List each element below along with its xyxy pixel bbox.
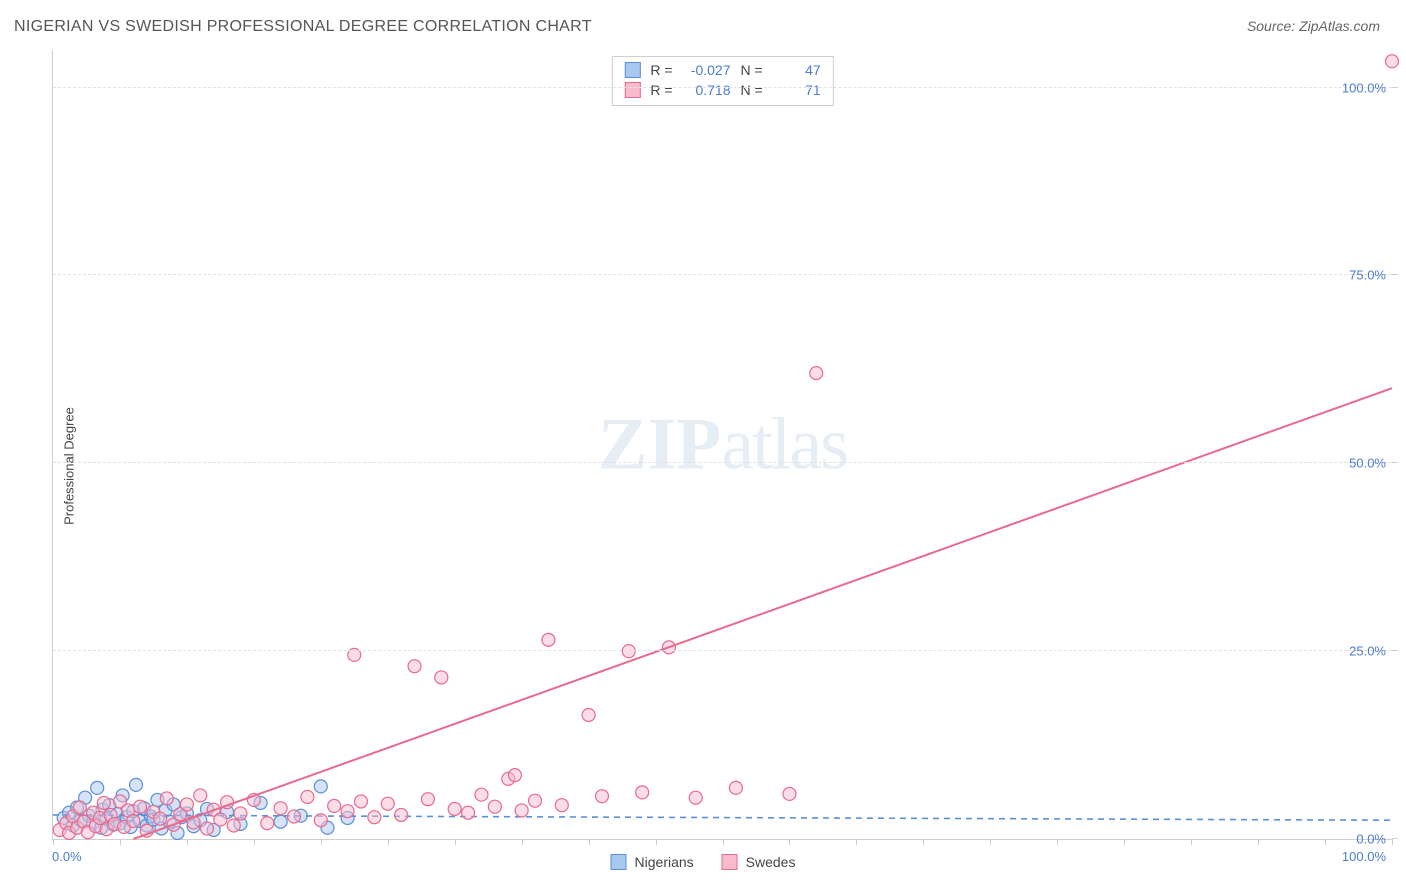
data-point-swedes — [227, 819, 240, 832]
data-point-swedes — [395, 808, 408, 821]
legend-item-swedes: Swedes — [722, 854, 796, 870]
data-point-swedes — [582, 709, 595, 722]
data-point-swedes — [783, 787, 796, 800]
x-axis-tick-mark — [789, 839, 790, 845]
data-point-swedes — [435, 671, 448, 684]
data-point-swedes — [729, 781, 742, 794]
x-axis-tick-min: 0.0% — [52, 849, 82, 864]
gridline — [53, 462, 1392, 463]
data-point-swedes — [261, 817, 274, 830]
data-point-swedes — [301, 790, 314, 803]
y-axis-tick-label: 0.0% — [1356, 832, 1386, 847]
y-axis-tick-mark — [1392, 274, 1398, 275]
data-point-swedes — [354, 795, 367, 808]
x-axis-tick-mark — [1191, 839, 1192, 845]
data-point-swedes — [1386, 55, 1399, 68]
x-axis-tick-mark — [990, 839, 991, 845]
chart-title: NIGERIAN VS SWEDISH PROFESSIONAL DEGREE … — [14, 18, 592, 36]
x-axis-tick-mark — [1124, 839, 1125, 845]
x-axis-tick-mark — [455, 839, 456, 845]
legend-label-nigerians: Nigerians — [635, 854, 694, 870]
gridline — [53, 650, 1392, 651]
data-point-swedes — [180, 798, 193, 811]
x-axis-tick-mark — [53, 839, 54, 845]
data-point-swedes — [555, 799, 568, 812]
data-point-swedes — [421, 793, 434, 806]
x-axis-tick-mark — [120, 839, 121, 845]
y-axis-tick-mark — [1392, 650, 1398, 651]
data-point-swedes — [595, 790, 608, 803]
x-axis-tick-mark — [1392, 839, 1393, 845]
x-axis-tick-mark — [1325, 839, 1326, 845]
data-point-swedes — [488, 800, 501, 813]
data-point-swedes — [73, 801, 86, 814]
y-axis-tick-label: 100.0% — [1342, 80, 1386, 95]
y-axis-tick-mark — [1392, 462, 1398, 463]
data-point-swedes — [234, 807, 247, 820]
data-point-swedes — [134, 800, 147, 813]
x-axis-tick-mark — [1258, 839, 1259, 845]
legend-label-swedes: Swedes — [746, 854, 796, 870]
bottom-legend: Nigerians Swedes — [611, 854, 796, 870]
scatter-svg — [53, 50, 1392, 839]
data-point-swedes — [160, 792, 173, 805]
y-axis-tick-label: 75.0% — [1349, 268, 1386, 283]
data-point-nigerians — [91, 781, 104, 794]
x-axis-tick-mark — [388, 839, 389, 845]
source-label: Source: — [1247, 18, 1299, 34]
data-point-swedes — [475, 788, 488, 801]
data-point-swedes — [462, 806, 475, 819]
chart-container: Professional Degree ZIPatlas R = -0.027 … — [14, 50, 1392, 882]
x-axis-tick-mark — [187, 839, 188, 845]
data-point-swedes — [368, 811, 381, 824]
gridline — [53, 274, 1392, 275]
data-point-swedes — [288, 810, 301, 823]
x-axis-tick-mark — [254, 839, 255, 845]
x-axis-tick-mark — [656, 839, 657, 845]
data-point-swedes — [274, 802, 287, 815]
regression-line-nigerians — [53, 815, 1392, 820]
plot-area: ZIPatlas R = -0.027 N = 47 R = 0.718 N =… — [52, 50, 1392, 840]
data-point-swedes — [448, 802, 461, 815]
y-axis-tick-label: 50.0% — [1349, 456, 1386, 471]
data-point-swedes — [508, 769, 521, 782]
x-axis-tick-mark — [923, 839, 924, 845]
x-axis-tick-mark — [723, 839, 724, 845]
data-point-swedes — [200, 822, 213, 835]
x-axis-tick-mark — [1057, 839, 1058, 845]
data-point-nigerians — [274, 815, 287, 828]
x-axis-tick-mark — [589, 839, 590, 845]
data-point-nigerians — [314, 780, 327, 793]
source-value: ZipAtlas.com — [1299, 18, 1380, 34]
data-point-swedes — [636, 786, 649, 799]
data-point-nigerians — [130, 778, 143, 791]
regression-line-swedes — [133, 388, 1392, 839]
data-point-swedes — [214, 813, 227, 826]
data-point-swedes — [194, 789, 207, 802]
data-point-swedes — [689, 791, 702, 804]
data-point-swedes — [127, 814, 140, 827]
x-axis-tick-max: 100.0% — [1342, 849, 1386, 864]
data-point-swedes — [810, 367, 823, 380]
data-point-swedes — [314, 814, 327, 827]
data-point-swedes — [515, 804, 528, 817]
x-axis-tick-mark — [856, 839, 857, 845]
legend-swatch-swedes — [722, 854, 738, 870]
source-attribution: Source: ZipAtlas.com — [1247, 18, 1380, 34]
gridline — [53, 87, 1392, 88]
y-axis-tick-mark — [1392, 87, 1398, 88]
y-axis-tick-label: 25.0% — [1349, 644, 1386, 659]
data-point-swedes — [408, 660, 421, 673]
x-axis-tick-mark — [321, 839, 322, 845]
data-point-swedes — [341, 805, 354, 818]
data-point-swedes — [328, 799, 341, 812]
data-point-swedes — [97, 796, 110, 809]
data-point-swedes — [154, 812, 167, 825]
data-point-swedes — [381, 797, 394, 810]
legend-swatch-nigerians — [611, 854, 627, 870]
data-point-swedes — [529, 794, 542, 807]
legend-item-nigerians: Nigerians — [611, 854, 694, 870]
data-point-swedes — [542, 633, 555, 646]
x-axis-tick-mark — [522, 839, 523, 845]
